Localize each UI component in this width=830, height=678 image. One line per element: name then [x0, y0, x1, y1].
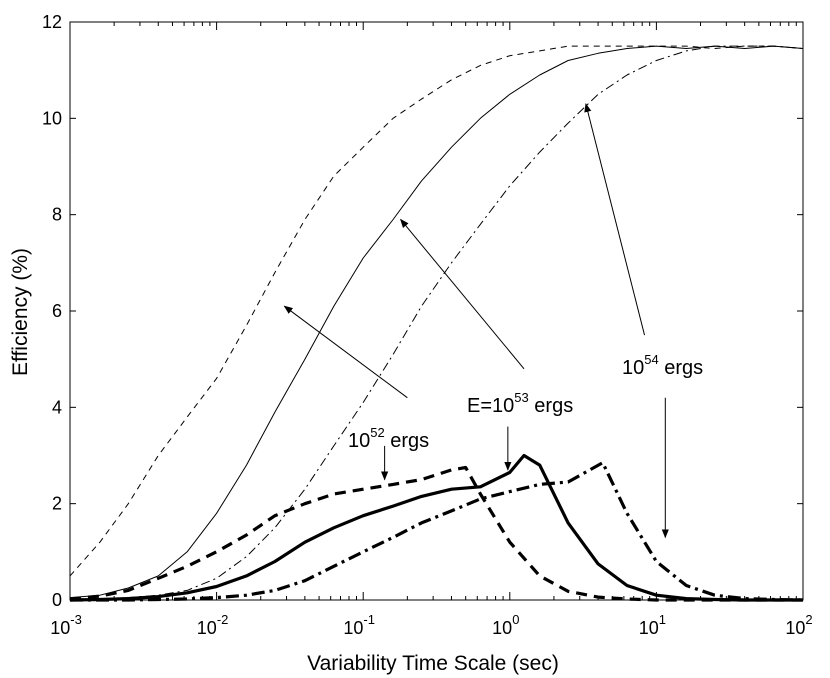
y-axis-label: Efficiency (%) [9, 248, 32, 376]
y-tick-label: 2 [52, 494, 62, 514]
series-line-3 [69, 465, 803, 602]
tick-layer [69, 21, 804, 601]
y-tick-label: 10 [42, 108, 62, 128]
ann-52-arrow-0 [283, 305, 408, 399]
series-line-1 [69, 45, 804, 599]
arrow-layer [283, 103, 669, 539]
series-line-5 [70, 461, 804, 602]
y-tick-label: 8 [52, 205, 62, 225]
series-layer [69, 45, 804, 602]
label-layer: 0 2 4 6 8 10 12 10-3 10-2 10-1 100 101 102 [42, 12, 813, 638]
ann-54-arrow-0 [584, 103, 646, 336]
y-tick-label: 12 [42, 12, 62, 32]
x-tick-label: 10-1 [343, 612, 375, 638]
annotation-10-54-ergs: 1054 ergs [622, 352, 703, 379]
annotation-e-10-53-ergs: E=1053 ergs [467, 390, 573, 417]
series-line-4 [69, 453, 803, 602]
x-tick-label: 10-2 [197, 612, 229, 638]
ann-53-arrow-0 [400, 218, 525, 370]
series-line-0 [69, 45, 804, 577]
y-tick-label: 6 [52, 301, 62, 321]
y-tick-label: 4 [52, 397, 62, 417]
x-axis-label: Variability Time Scale (sec) [307, 652, 559, 675]
x-tick-label: 101 [639, 612, 666, 638]
x-tick-label: 100 [492, 612, 519, 638]
annotation-10-52-ergs: 1052 ergs [348, 425, 429, 452]
x-tick-label: 102 [785, 612, 812, 638]
plot-frame [69, 21, 804, 601]
series-line-2 [69, 45, 804, 601]
x-tick-label: 10-3 [50, 612, 82, 638]
y-tick-label: 0 [52, 590, 62, 610]
